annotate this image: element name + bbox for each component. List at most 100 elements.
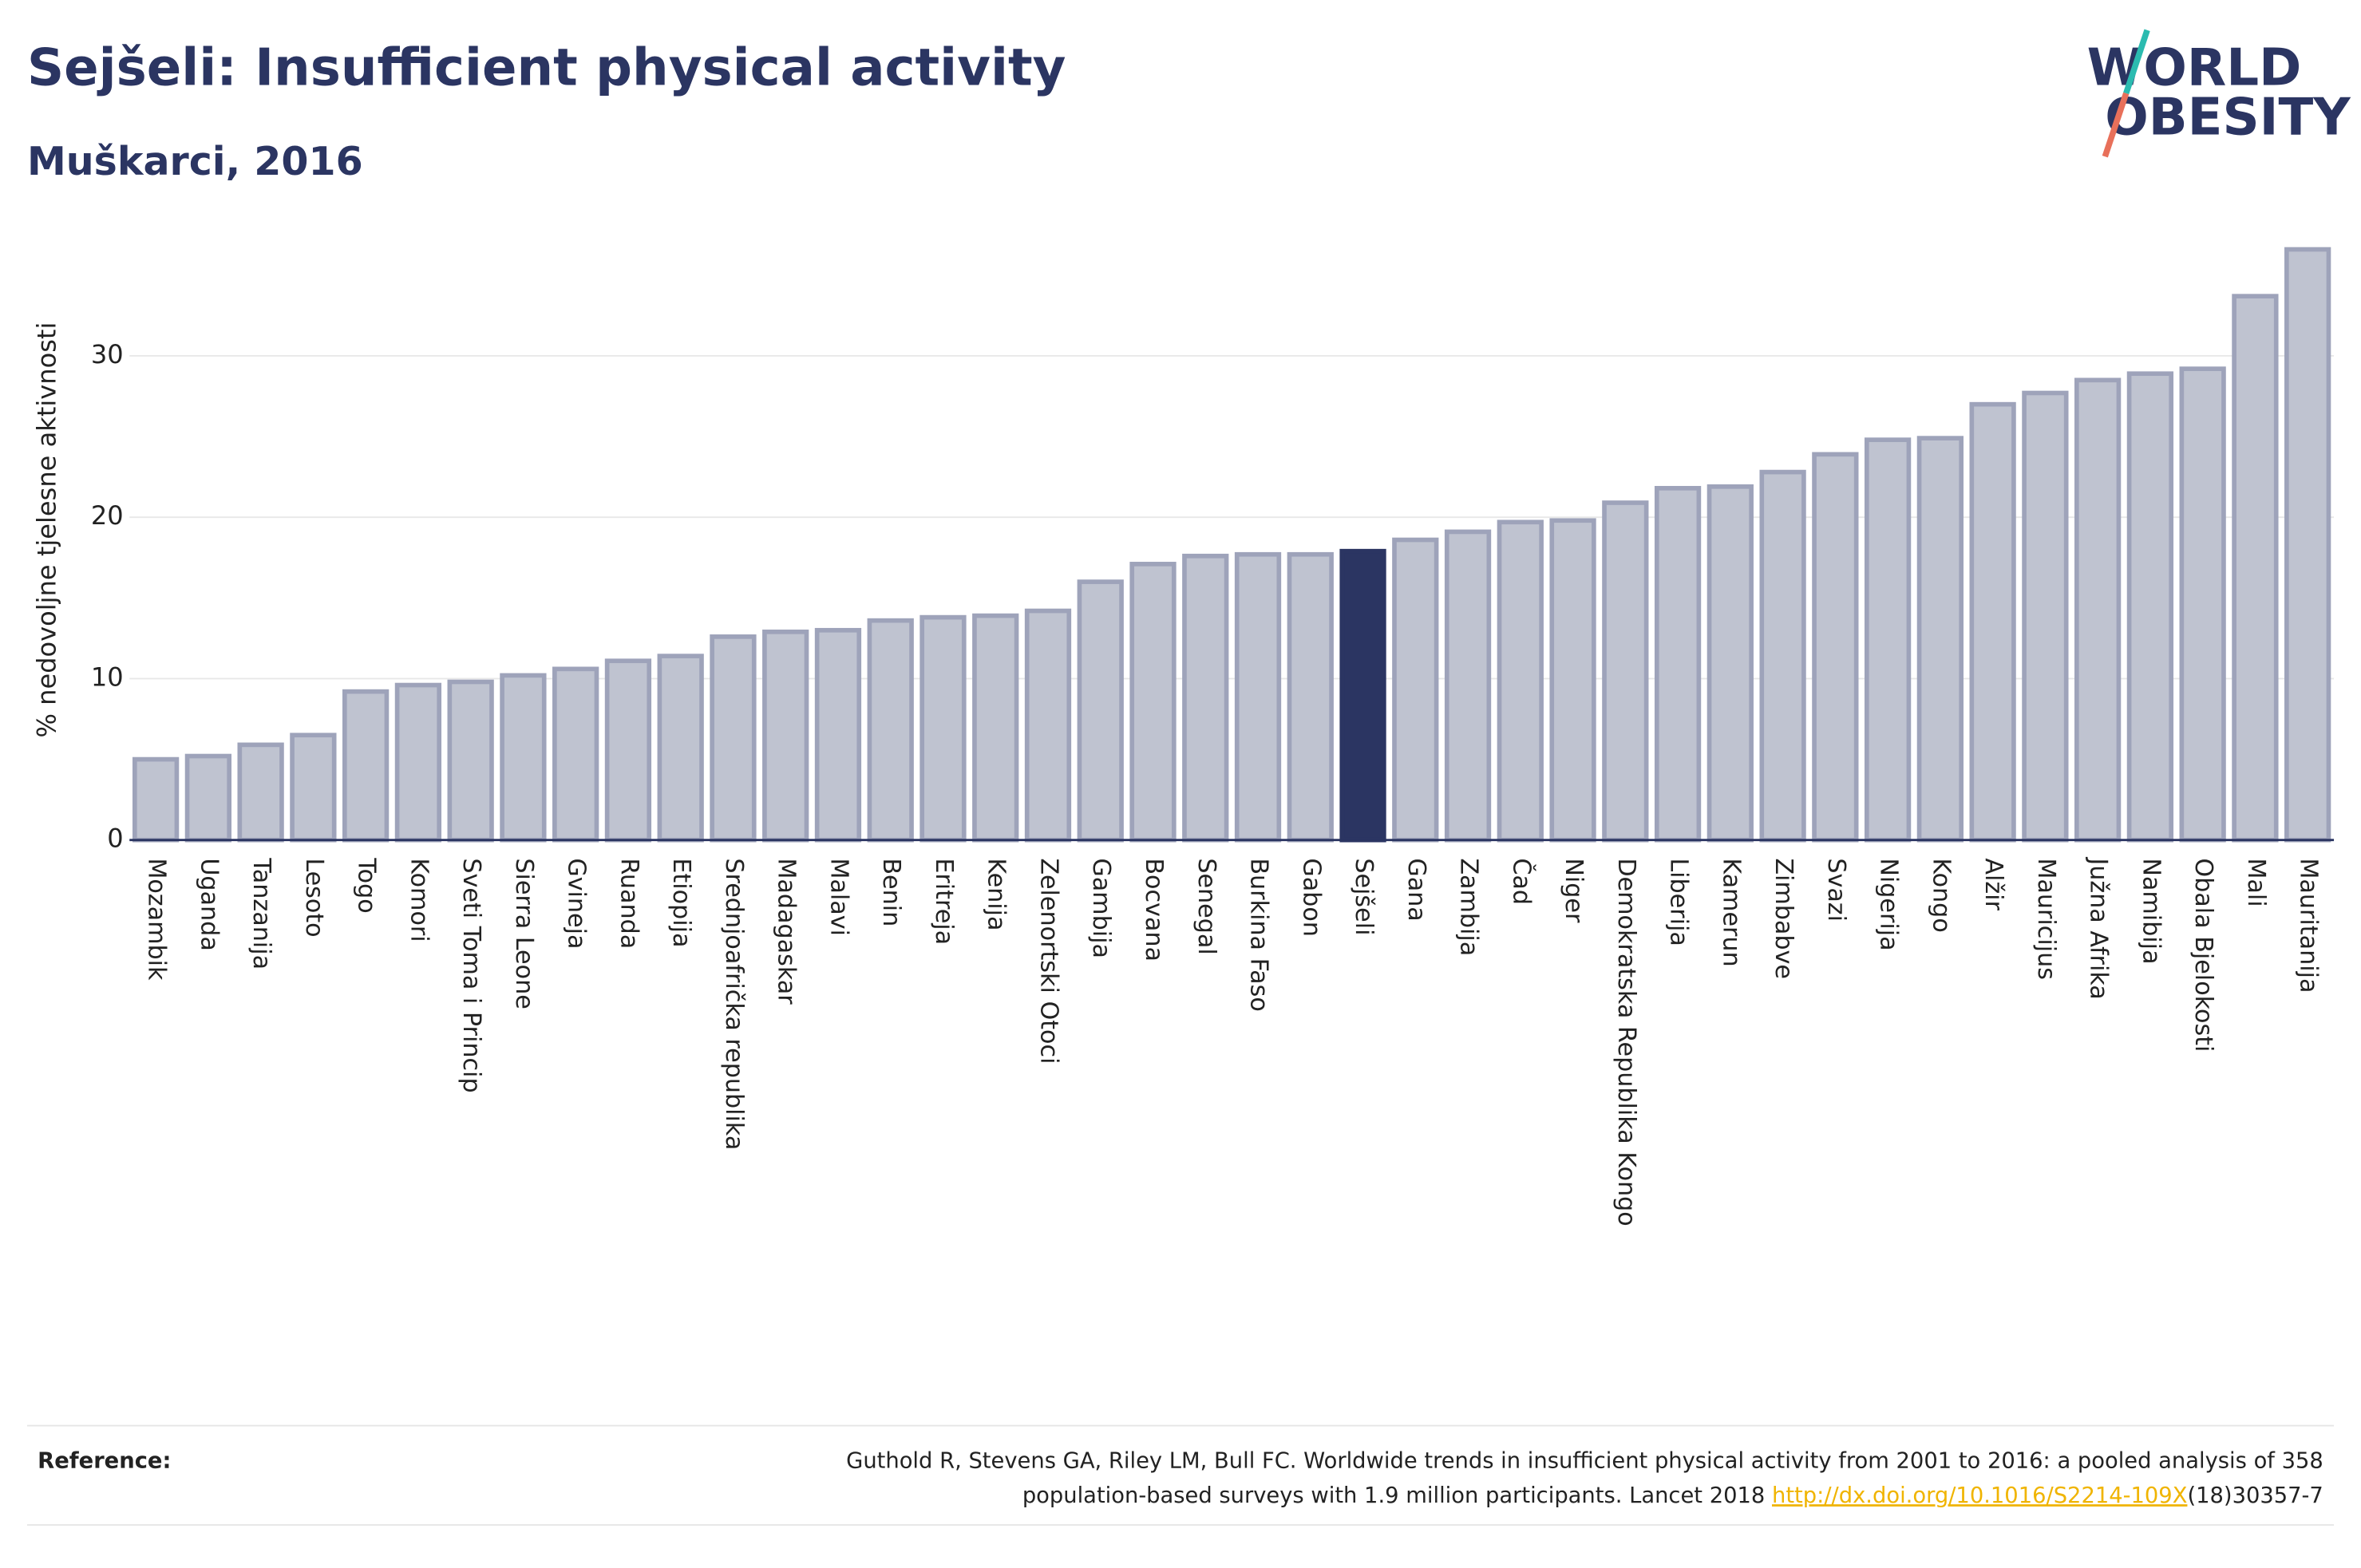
bar — [1759, 469, 1806, 843]
x-tick-label: Sierra Leone — [510, 858, 538, 1009]
x-tick-label: Mozambik — [143, 858, 171, 981]
bar — [184, 753, 232, 843]
y-tick-label: 30 — [91, 339, 124, 369]
bar — [710, 634, 757, 843]
x-tick-label: Lesoto — [300, 858, 328, 937]
x-tick-label: Madagaskar — [773, 858, 801, 1005]
y-tick-label: 0 — [107, 823, 123, 854]
y-tick-label: 10 — [91, 662, 124, 692]
bar — [919, 614, 967, 843]
bar — [972, 613, 1019, 843]
bar — [1602, 500, 1649, 843]
x-tick-label: Južna Afrika — [2085, 856, 2113, 999]
y-axis-label: % nedovoljne tjelesne aktivnosti — [31, 322, 61, 738]
logo-slash — [2102, 92, 2130, 158]
y-tick-label: 20 — [91, 500, 124, 531]
bar — [2022, 390, 2069, 843]
bar — [2284, 247, 2331, 843]
bar — [1812, 452, 1859, 843]
bar — [447, 679, 494, 843]
bar — [237, 742, 284, 843]
x-tick-label: Malavi — [825, 858, 852, 936]
x-tick-label: Čad — [1507, 858, 1536, 905]
logo-text: OBESITY — [2105, 88, 2351, 148]
logo: WORLD OBESITY — [2087, 29, 2351, 158]
x-tick-label: Gvineja — [563, 858, 591, 949]
bar — [1129, 562, 1177, 843]
reference-text: Guthold R, Stevens GA, Riley LM, Bull FC… — [846, 1448, 2323, 1473]
bar — [1916, 436, 1964, 843]
x-tick-label: Zelenortski Otoci — [1034, 858, 1062, 1064]
chart-title: Sejšeli: Insufficient physical activity — [27, 38, 1066, 97]
x-tick-label: Gabon — [1297, 858, 1325, 937]
x-tick-label: Nigerija — [1875, 858, 1903, 950]
bar — [867, 618, 914, 843]
bar — [657, 654, 704, 843]
bar — [342, 689, 390, 843]
x-tick-label: Kongo — [1927, 858, 1955, 932]
x-tick-label: Niger — [1560, 858, 1588, 923]
x-tick-label: Benin — [877, 858, 905, 926]
x-tick-label: Gambija — [1087, 858, 1115, 958]
x-tick-label: Komori — [405, 858, 433, 942]
bar — [394, 682, 442, 843]
x-tick-label: Demokratska Republika Kongo — [1612, 858, 1640, 1226]
bar — [1706, 484, 1754, 843]
bar — [2232, 294, 2279, 843]
x-tick-label: Sejšeli — [1350, 858, 1378, 935]
bar — [1969, 401, 2016, 843]
bar — [1392, 537, 1439, 843]
bar — [1024, 608, 1072, 843]
logo-text: WORLD — [2087, 38, 2302, 97]
chart-subtitle: Muškarci, 2016 — [27, 138, 363, 184]
x-tick-label: Mauricijus — [2032, 858, 2060, 980]
bar — [1864, 437, 1912, 843]
bar — [1654, 485, 1702, 843]
reference-label: Reference: — [38, 1448, 171, 1473]
x-tick-label: Etiopija — [667, 858, 695, 947]
bar — [132, 756, 180, 843]
bar — [500, 673, 547, 843]
x-tick-label: Bocvana — [1140, 858, 1168, 962]
x-tick-label: Kamerun — [1717, 858, 1745, 966]
reference-link[interactable]: http://dx.doi.org/10.1016/S2214-109X — [1772, 1483, 2187, 1508]
x-tick-label: Senegal — [1192, 858, 1220, 954]
x-tick-label: Tanzanija — [247, 857, 275, 970]
reference-text: (18)30357-7 — [2187, 1483, 2323, 1508]
x-tick-label: Svazi — [1822, 858, 1850, 922]
x-tick-label: Mali — [2242, 858, 2270, 906]
x-tick-label: Eritreja — [930, 858, 958, 945]
x-tick-label: Obala Bjelokosti — [2189, 858, 2217, 1052]
x-tick-label: Namibija — [2137, 858, 2165, 964]
x-tick-label: Alžir — [1979, 858, 2007, 910]
bar — [2179, 366, 2226, 843]
bar — [1549, 518, 1596, 843]
x-tick-label: Mauritanija — [2295, 858, 2323, 993]
bar — [762, 629, 809, 843]
bar — [552, 666, 599, 843]
bar — [1234, 551, 1282, 843]
bar — [814, 627, 862, 843]
bar — [2126, 371, 2174, 843]
bar — [1077, 579, 1124, 843]
reference-text: population-based surveys with 1.9 millio… — [1022, 1483, 2323, 1508]
x-tick-label: Burkina Faso — [1245, 858, 1273, 1012]
x-tick-label: Uganda — [195, 858, 223, 951]
x-tick-label: Liberija — [1665, 858, 1693, 946]
x-tick-label: Sveti Toma i Princip — [457, 858, 485, 1092]
x-tick-label: Ruanda — [615, 858, 643, 949]
bar — [1287, 551, 1334, 843]
bar — [2074, 377, 2122, 843]
x-tick-label: Gana — [1402, 858, 1430, 921]
bar — [604, 658, 652, 843]
x-tick-label: Srednjoafrička republika — [720, 858, 748, 1150]
x-tick-label: Kenija — [983, 858, 1010, 930]
x-tick-label: Zimbabve — [1770, 858, 1797, 979]
bar — [1339, 548, 1386, 843]
logo-slash — [2123, 29, 2150, 95]
x-tick-label: Togo — [353, 857, 381, 913]
reference-text: population-based surveys with 1.9 millio… — [1022, 1483, 1772, 1508]
bar — [1182, 553, 1229, 843]
bar — [1444, 529, 1492, 843]
